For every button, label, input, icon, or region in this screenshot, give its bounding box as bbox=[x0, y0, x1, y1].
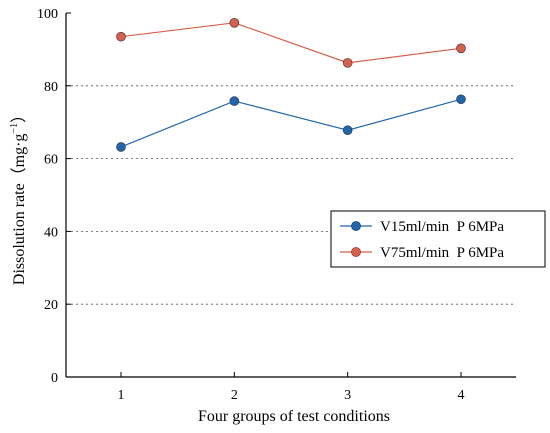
legend-label-1: V15ml/min P 6MPa bbox=[380, 219, 504, 235]
y-axis-label-unit-pre: （mg·g bbox=[10, 134, 28, 184]
axes bbox=[65, 13, 516, 378]
y-tick-label: 0 bbox=[51, 371, 58, 386]
x-axis-label: Four groups of test conditions bbox=[198, 408, 390, 425]
series-2-point bbox=[342, 58, 353, 68]
series-line-2 bbox=[120, 22, 462, 64]
legend-marker-2 bbox=[351, 247, 361, 257]
series-1-point bbox=[116, 142, 126, 152]
series-line-1 bbox=[120, 98, 462, 148]
legend-marker-1 bbox=[351, 221, 361, 231]
y-tick-label: 20 bbox=[44, 298, 58, 313]
x-ticks: 1 2 3 4 bbox=[118, 372, 465, 403]
x-tick-label: 3 bbox=[344, 388, 351, 403]
y-axis-label-main: Dissolution rate bbox=[11, 183, 28, 285]
series-2-point bbox=[456, 43, 466, 54]
x-tick-label: 1 bbox=[118, 388, 125, 403]
legend: V15ml/min P 6MPa V75ml/min P 6MPa bbox=[330, 210, 546, 268]
y-tick-label: 100 bbox=[37, 7, 58, 22]
x-tick-label: 4 bbox=[458, 388, 465, 403]
x-tick-label: 2 bbox=[231, 388, 238, 403]
y-tick-label: 60 bbox=[44, 153, 58, 168]
series-1-point bbox=[229, 96, 240, 106]
series-1-point bbox=[456, 94, 466, 105]
series-2-point bbox=[229, 18, 240, 28]
y-axis-label: Dissolution rate（mg·g−1） bbox=[9, 107, 28, 285]
y-tick-label: 80 bbox=[44, 80, 58, 95]
series-1-point bbox=[342, 125, 353, 136]
series-layer bbox=[116, 18, 466, 152]
legend-box bbox=[330, 210, 546, 268]
y-ticks: 0 20 40 60 80 100 bbox=[37, 7, 71, 386]
legend-label-2: V75ml/min P 6MPa bbox=[380, 245, 504, 261]
y-axis-label-unit-sup: −1 bbox=[9, 123, 20, 134]
y-tick-label: 40 bbox=[44, 225, 58, 240]
gridlines bbox=[66, 85, 516, 305]
y-axis-label-unit-post: ） bbox=[10, 107, 28, 123]
series-2-point bbox=[116, 31, 126, 42]
